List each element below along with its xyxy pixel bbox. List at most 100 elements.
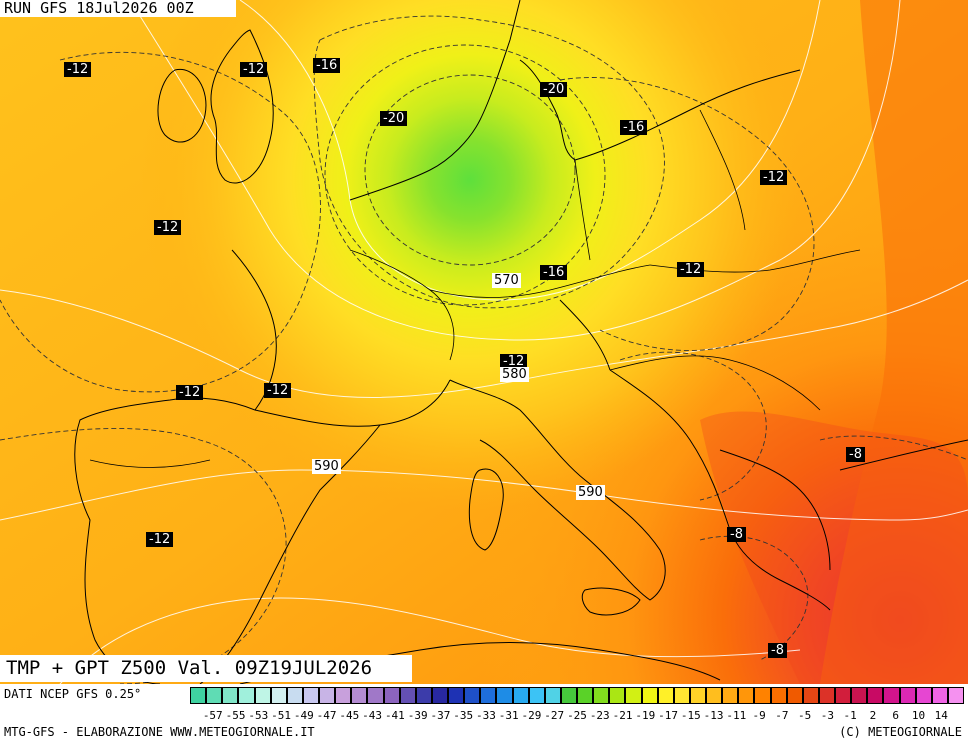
legend-swatch: [851, 687, 868, 704]
isotherm-label: -12: [760, 170, 788, 185]
geopotential-label: 590: [312, 459, 341, 474]
geopotential-label: 570: [492, 273, 521, 288]
isotherm-label: -20: [540, 82, 568, 97]
temperature-field: [0, 0, 968, 684]
legend-swatch: [689, 687, 706, 704]
legend-swatch: [480, 687, 497, 704]
legend-swatch: [448, 687, 465, 704]
isotherm-label: -12: [154, 220, 182, 235]
legend-swatch: [286, 687, 303, 704]
isotherm-label: -16: [313, 58, 341, 73]
legend-tick: 10: [911, 709, 926, 722]
legend-swatch: [302, 687, 319, 704]
isotherm-label: -20: [380, 111, 408, 126]
legend-swatch: [222, 687, 239, 704]
legend-tick: -45: [339, 709, 360, 722]
legend-swatch: [835, 687, 852, 704]
weather-map: RUN GFS 18Jul2026 00Z -12 -12 -16 -20 -2…: [0, 0, 968, 684]
legend-tick: -25: [567, 709, 587, 722]
legend-swatch: [947, 687, 964, 704]
geopotential-label: 580: [500, 367, 529, 382]
isotherm-label: -16: [620, 120, 648, 135]
legend-tick: -49: [293, 709, 314, 722]
legend-swatch: [738, 687, 755, 704]
legend-swatch: [625, 687, 642, 704]
legend-tick: 2: [869, 709, 877, 722]
legend-tick: -57: [202, 709, 223, 722]
temperature-contours: [0, 15, 968, 684]
legend-swatch: [528, 687, 545, 704]
legend-swatch: [577, 687, 594, 704]
isotherm-label: -8: [768, 643, 787, 658]
legend-swatch: [496, 687, 513, 704]
legend-swatch: [931, 687, 948, 704]
legend-tick: -5: [798, 709, 812, 722]
legend-tick: -21: [612, 709, 633, 722]
legend-swatch: [754, 687, 771, 704]
legend-tick: -27: [544, 709, 565, 722]
legend-swatch: [238, 687, 255, 704]
legend-swatch: [415, 687, 432, 704]
geopotential-label: 590: [576, 485, 605, 500]
isotherm-label: -12: [677, 262, 705, 277]
legend-swatch: [319, 687, 336, 704]
legend-tick: -33: [476, 709, 496, 722]
legend-swatch: [431, 687, 448, 704]
legend-swatch: [609, 687, 626, 704]
legend-tick: -53: [248, 709, 269, 722]
legend-swatch: [464, 687, 481, 704]
isotherm-label: -8: [846, 447, 865, 462]
legend-swatch: [915, 687, 932, 704]
legend-tick: -19: [635, 709, 656, 722]
legend-swatch: [399, 687, 416, 704]
legend-swatch: [593, 687, 610, 704]
legend-swatch: [351, 687, 368, 704]
color-legend: DATI NCEP GFS 0.25° -57 -55 -53 -51 -49 -47 -4…: [0, 684, 968, 745]
legend-tick: -17: [658, 709, 678, 722]
isotherm-label: -12: [264, 383, 292, 398]
isotherm-label: -8: [727, 527, 746, 542]
legend-tick: -55: [225, 709, 246, 722]
map-title: TMP + GPT Z500 Val. 09Z19JUL2026: [0, 655, 412, 682]
legend-swatch: [867, 687, 884, 704]
isotherm-label: -12: [500, 354, 528, 369]
legend-swatch: [641, 687, 658, 704]
legend-tick: -1: [843, 709, 857, 722]
legend-tick: -35: [453, 709, 474, 722]
data-source: DATI NCEP GFS 0.25°: [4, 687, 142, 701]
isotherm-label: -12: [64, 62, 92, 77]
legend-swatch: [383, 687, 400, 704]
legend-tick: -7: [775, 709, 789, 722]
credit-left: MTG-GFS - ELABORAZIONE WWW.METEOGIORNALE…: [4, 725, 315, 739]
legend-tick: -51: [271, 709, 291, 722]
legend-swatch: [657, 687, 674, 704]
legend-swatch: [883, 687, 900, 704]
legend-swatch: [206, 687, 223, 704]
legend-tick: -43: [362, 709, 383, 722]
legend-swatch: [899, 687, 916, 704]
legend-swatch: [770, 687, 787, 704]
legend-tick: -47: [316, 709, 337, 722]
legend-swatch: [673, 687, 690, 704]
legend-tick: -39: [407, 709, 428, 722]
legend-tick: -3: [820, 709, 835, 722]
legend-swatch: [722, 687, 739, 704]
legend-swatch: [367, 687, 384, 704]
legend-tick: -31: [498, 709, 519, 722]
isotherm-label: -12: [146, 532, 174, 547]
legend-swatch: [512, 687, 529, 704]
legend-swatch: [544, 687, 561, 704]
run-label: RUN GFS 18Jul2026 00Z: [0, 0, 236, 17]
geopotential-contours: [0, 0, 968, 684]
legend-tick: -23: [589, 709, 610, 722]
legend-tick: -15: [680, 709, 701, 722]
legend-swatch: [335, 687, 352, 704]
legend-tick: -9: [752, 709, 766, 722]
isotherm-label: -16: [540, 265, 568, 280]
legend-swatch: [786, 687, 803, 704]
legend-swatch: [254, 687, 271, 704]
legend-tick: 6: [892, 709, 900, 722]
credit-right: (C) METEOGIORNALE: [839, 725, 962, 739]
legend-tick: -13: [703, 709, 724, 722]
legend-swatch: [818, 687, 835, 704]
